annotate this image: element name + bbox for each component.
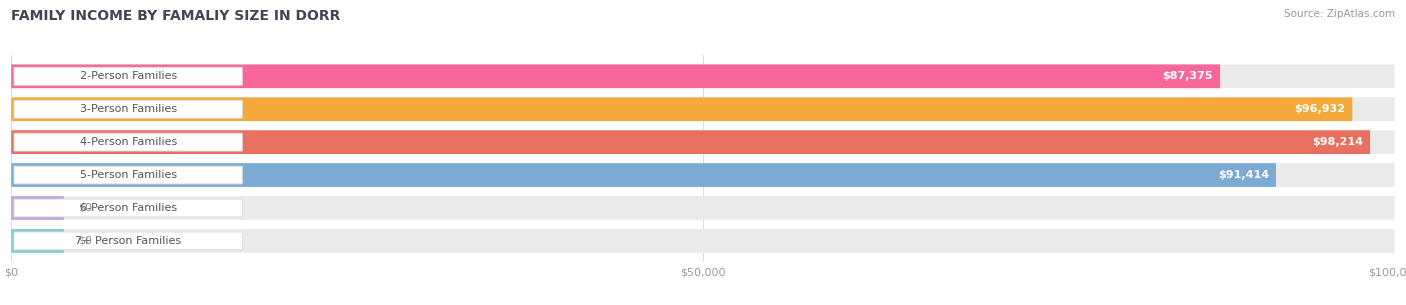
FancyBboxPatch shape — [11, 196, 1395, 220]
Text: 6-Person Families: 6-Person Families — [80, 203, 177, 213]
FancyBboxPatch shape — [14, 67, 242, 85]
Text: 3-Person Families: 3-Person Families — [80, 104, 177, 114]
FancyBboxPatch shape — [11, 97, 1395, 121]
FancyBboxPatch shape — [14, 199, 242, 217]
FancyBboxPatch shape — [11, 64, 1220, 88]
Text: $91,414: $91,414 — [1218, 170, 1270, 180]
FancyBboxPatch shape — [11, 163, 1395, 187]
Text: $0: $0 — [77, 203, 91, 213]
FancyBboxPatch shape — [11, 196, 63, 220]
FancyBboxPatch shape — [11, 130, 1369, 154]
Text: 4-Person Families: 4-Person Families — [80, 137, 177, 147]
FancyBboxPatch shape — [11, 130, 1395, 154]
FancyBboxPatch shape — [14, 100, 242, 118]
FancyBboxPatch shape — [14, 232, 242, 250]
FancyBboxPatch shape — [11, 229, 63, 253]
Text: $98,214: $98,214 — [1312, 137, 1364, 147]
Text: $96,932: $96,932 — [1295, 104, 1346, 114]
FancyBboxPatch shape — [14, 133, 242, 151]
FancyBboxPatch shape — [14, 166, 242, 184]
FancyBboxPatch shape — [11, 97, 1353, 121]
FancyBboxPatch shape — [11, 163, 1277, 187]
Text: Source: ZipAtlas.com: Source: ZipAtlas.com — [1284, 9, 1395, 19]
Text: FAMILY INCOME BY FAMALIY SIZE IN DORR: FAMILY INCOME BY FAMALIY SIZE IN DORR — [11, 9, 340, 23]
Text: $87,375: $87,375 — [1163, 71, 1213, 81]
FancyBboxPatch shape — [11, 64, 1395, 88]
FancyBboxPatch shape — [11, 229, 1395, 253]
Text: $0: $0 — [77, 236, 91, 246]
Text: 5-Person Families: 5-Person Families — [80, 170, 177, 180]
Text: 2-Person Families: 2-Person Families — [80, 71, 177, 81]
Text: 7+ Person Families: 7+ Person Families — [75, 236, 181, 246]
